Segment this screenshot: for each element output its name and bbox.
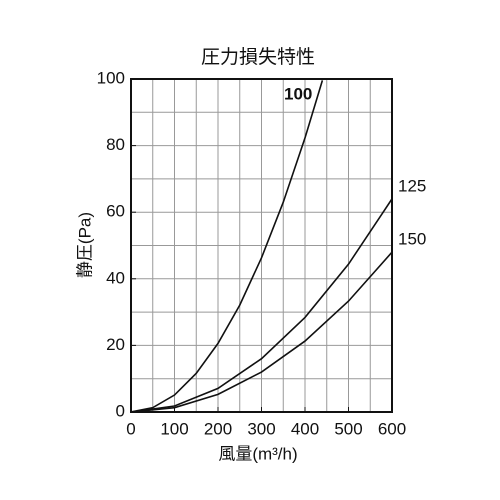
x-tick-label: 300 [247, 419, 275, 438]
x-tick-label: 0 [126, 419, 135, 438]
x-tick-label: 600 [378, 419, 406, 438]
y-tick-label: 60 [106, 202, 125, 221]
y-tick-label: 20 [106, 335, 125, 354]
x-tick-label: 200 [204, 419, 232, 438]
x-axis-label: 風量(m³/h) [218, 444, 297, 463]
x-tick-label: 400 [291, 419, 319, 438]
series-label: 125 [398, 176, 426, 195]
curve [131, 198, 392, 412]
y-tick-label: 0 [116, 401, 125, 420]
series-label: 100 [284, 84, 312, 103]
y-tick-label: 80 [106, 135, 125, 154]
series-label: 150 [398, 230, 426, 249]
curve [131, 80, 324, 412]
plot-frame [130, 78, 393, 413]
curve [131, 251, 392, 412]
chart-title: 圧力損失特性 [201, 46, 315, 68]
x-tick-label: 500 [334, 419, 362, 438]
y-tick-label: 40 [106, 268, 125, 287]
x-tick-label: 100 [160, 419, 188, 438]
y-axis-label: 静圧(Pa) [75, 212, 94, 278]
y-tick-label: 100 [97, 68, 125, 87]
